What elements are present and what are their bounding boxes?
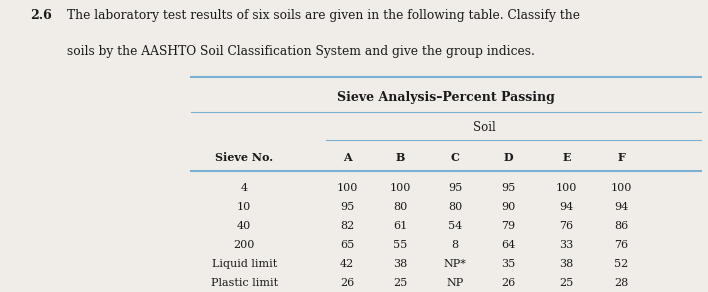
Text: 80: 80 xyxy=(393,202,407,212)
Text: 40: 40 xyxy=(237,221,251,231)
Text: F: F xyxy=(617,152,626,163)
Text: 38: 38 xyxy=(559,259,573,269)
Text: 52: 52 xyxy=(615,259,629,269)
Text: 76: 76 xyxy=(559,221,573,231)
Text: 100: 100 xyxy=(611,183,632,193)
Text: 10: 10 xyxy=(237,202,251,212)
Text: 95: 95 xyxy=(340,202,354,212)
Text: 82: 82 xyxy=(340,221,354,231)
Text: 80: 80 xyxy=(448,202,462,212)
Text: 200: 200 xyxy=(234,240,255,250)
Text: Liquid limit: Liquid limit xyxy=(212,259,277,269)
Text: B: B xyxy=(395,152,405,163)
Text: Plastic limit: Plastic limit xyxy=(211,278,278,288)
Text: 26: 26 xyxy=(340,278,354,288)
Text: 25: 25 xyxy=(559,278,573,288)
Text: 54: 54 xyxy=(448,221,462,231)
Text: 95: 95 xyxy=(501,183,515,193)
Text: 2.6: 2.6 xyxy=(30,9,52,22)
Text: NP: NP xyxy=(447,278,464,288)
Text: 28: 28 xyxy=(615,278,629,288)
Text: Soil: Soil xyxy=(473,121,496,133)
Text: 100: 100 xyxy=(336,183,358,193)
Text: 61: 61 xyxy=(393,221,407,231)
Text: 42: 42 xyxy=(340,259,354,269)
Text: soils by the AASHTO Soil Classification System and give the group indices.: soils by the AASHTO Soil Classification … xyxy=(67,45,535,58)
Text: 64: 64 xyxy=(501,240,515,250)
Text: A: A xyxy=(343,152,351,163)
Text: 8: 8 xyxy=(452,240,459,250)
Text: 76: 76 xyxy=(615,240,629,250)
Text: 100: 100 xyxy=(556,183,577,193)
Text: D: D xyxy=(503,152,513,163)
Text: 33: 33 xyxy=(559,240,573,250)
Text: 94: 94 xyxy=(615,202,629,212)
Text: 25: 25 xyxy=(393,278,407,288)
Text: 55: 55 xyxy=(393,240,407,250)
Text: 100: 100 xyxy=(389,183,411,193)
Text: 95: 95 xyxy=(448,183,462,193)
Text: E: E xyxy=(562,152,571,163)
Text: Sieve No.: Sieve No. xyxy=(215,152,273,163)
Text: NP*: NP* xyxy=(444,259,467,269)
Text: 94: 94 xyxy=(559,202,573,212)
Text: 86: 86 xyxy=(615,221,629,231)
Text: 79: 79 xyxy=(501,221,515,231)
Text: 65: 65 xyxy=(340,240,354,250)
Text: 38: 38 xyxy=(393,259,407,269)
Text: 90: 90 xyxy=(501,202,515,212)
Text: 4: 4 xyxy=(241,183,248,193)
Text: 26: 26 xyxy=(501,278,515,288)
Text: Sieve Analysis–Percent Passing: Sieve Analysis–Percent Passing xyxy=(337,91,555,104)
Text: 35: 35 xyxy=(501,259,515,269)
Text: The laboratory test results of six soils are given in the following table. Class: The laboratory test results of six soils… xyxy=(67,9,581,22)
Text: C: C xyxy=(451,152,459,163)
